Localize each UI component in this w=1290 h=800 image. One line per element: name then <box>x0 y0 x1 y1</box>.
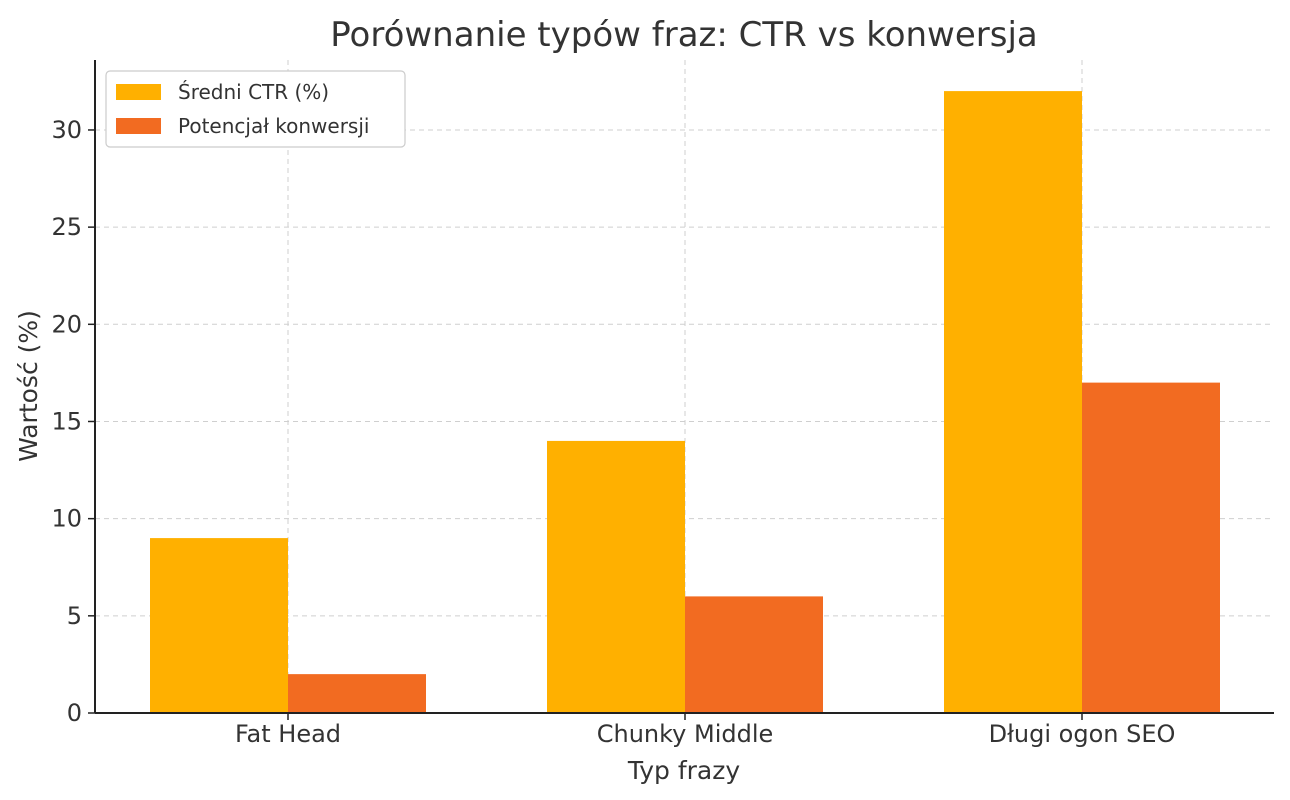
y-tick-label: 25 <box>51 213 82 241</box>
y-tick-label: 10 <box>51 505 82 533</box>
bar-ctr <box>150 538 288 713</box>
bars-layer <box>150 91 1220 714</box>
x-axis-label: Typ frazy <box>627 756 741 785</box>
bar-conversion <box>1082 382 1220 713</box>
y-tick-label: 15 <box>51 407 82 435</box>
y-tick-label: 5 <box>67 602 82 630</box>
x-tick-label: Fat Head <box>235 720 341 748</box>
legend-swatch-ctr <box>116 84 161 100</box>
legend-swatch-conversion <box>116 118 161 134</box>
bar-conversion <box>288 674 426 713</box>
legend-label-conversion: Potencjał konwersji <box>178 114 369 138</box>
x-tick-label: Długi ogon SEO <box>989 720 1176 748</box>
legend-label-ctr: Średni CTR (%) <box>178 80 329 104</box>
bar-ctr <box>944 91 1082 714</box>
legend: Średni CTR (%) Potencjał konwersji <box>105 70 406 148</box>
ticks-layer: 0 5 10 15 20 25 30 Fat Head Chunky Middle Długi o… <box>51 116 1175 748</box>
x-tick-label: Chunky Middle <box>597 720 774 748</box>
y-tick-label: 20 <box>51 310 82 338</box>
bar-ctr <box>547 440 685 713</box>
legend-frame <box>105 70 406 148</box>
bar-conversion <box>685 596 823 713</box>
y-tick-label: 0 <box>67 699 82 727</box>
y-tick-label: 30 <box>51 116 82 144</box>
chart-title: Porównanie typów fraz: CTR vs konwersja <box>330 15 1038 55</box>
y-axis-label: Wartość (%) <box>14 310 43 462</box>
